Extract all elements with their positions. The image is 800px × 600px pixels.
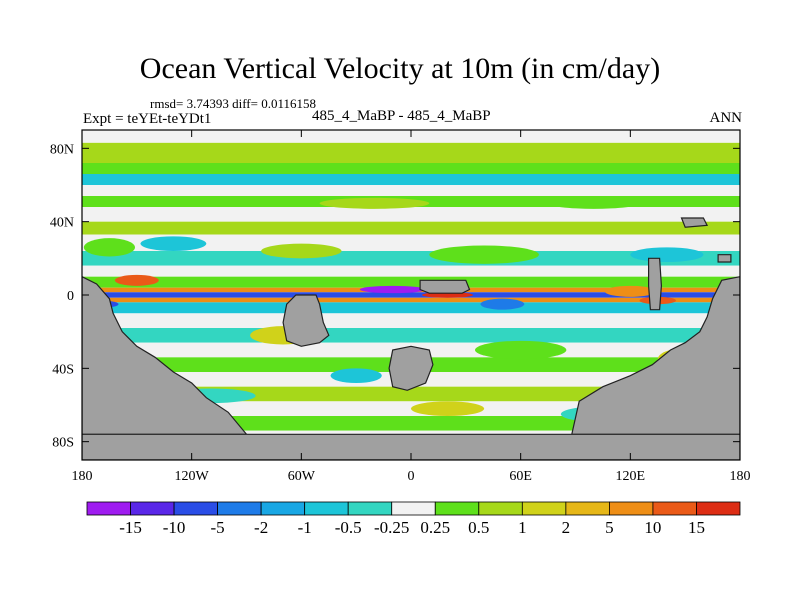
field-anomaly-17 bbox=[604, 285, 656, 297]
field-anomaly-4 bbox=[630, 247, 704, 262]
colorbar-swatch-5 bbox=[304, 501, 349, 516]
colorbar-swatch-3 bbox=[217, 501, 262, 516]
field-band-17 bbox=[82, 328, 740, 343]
land-continent-east bbox=[571, 276, 740, 435]
colorbar-label-8: 0.5 bbox=[468, 518, 489, 537]
x-tick-label-5: 120E bbox=[616, 469, 646, 484]
colorbar-label-3: -2 bbox=[254, 518, 268, 537]
field-band-14 bbox=[82, 297, 740, 303]
field-band-2 bbox=[82, 163, 740, 174]
land-island-east-tall bbox=[647, 257, 663, 311]
field-band-4 bbox=[82, 185, 740, 196]
colorbar-label-10: 2 bbox=[562, 518, 571, 537]
colorbar-swatch-12 bbox=[609, 501, 654, 516]
colorbar-label-2: -5 bbox=[211, 518, 225, 537]
field-anomaly-8 bbox=[474, 340, 567, 360]
experiment-label: Expt = teYEt-teYDt1 bbox=[83, 111, 212, 127]
land-continent-west bbox=[82, 276, 248, 435]
field-anomaly-5 bbox=[319, 197, 430, 209]
field-band-11 bbox=[82, 276, 740, 288]
colorbar-swatch-1 bbox=[130, 501, 175, 516]
colorbar-swatch-13 bbox=[652, 501, 697, 516]
colorbar-swatch-0 bbox=[86, 501, 131, 516]
colorbar-swatch-14 bbox=[696, 501, 741, 516]
field-anomaly-0 bbox=[83, 238, 136, 257]
colorbar-swatch-10 bbox=[521, 501, 567, 516]
field-anomaly-12 bbox=[330, 368, 382, 383]
y-tick-label-2: 0 bbox=[67, 289, 74, 304]
colorbar-label-1: -10 bbox=[163, 518, 186, 537]
colorbar-label-13: 15 bbox=[688, 518, 705, 537]
x-tick-label-2: 60W bbox=[288, 469, 316, 484]
x-tick-label-3: 0 bbox=[408, 469, 415, 484]
colorbar-swatch-8 bbox=[434, 501, 480, 516]
field-anomaly-14 bbox=[114, 274, 159, 286]
season-label: ANN bbox=[709, 110, 743, 126]
colorbar-swatch-2 bbox=[173, 501, 218, 516]
field-band-10 bbox=[82, 265, 740, 277]
colorbar-label-7: 0.25 bbox=[420, 518, 450, 537]
field-anomaly-11 bbox=[411, 401, 485, 416]
field-band-3 bbox=[82, 174, 740, 185]
land-island-east-small bbox=[717, 254, 732, 263]
chart-title: Ocean Vertical Velocity at 10m (in cm/da… bbox=[139, 52, 661, 85]
y-tick-label-0: 80N bbox=[50, 142, 74, 157]
field-band-16 bbox=[82, 313, 740, 328]
field-anomaly-15 bbox=[359, 285, 426, 294]
field-band-1 bbox=[82, 142, 740, 163]
colorbar-label-5: -0.5 bbox=[335, 518, 362, 537]
colorbar-label-6: -0.25 bbox=[374, 518, 409, 537]
colorbar-label-12: 10 bbox=[644, 518, 661, 537]
colorbar-label-11: 5 bbox=[605, 518, 614, 537]
colorbar-swatch-7 bbox=[391, 501, 436, 516]
colorbar-label-0: -15 bbox=[119, 518, 142, 537]
land-island-equatorial-atlantic bbox=[419, 279, 471, 294]
field-band-6 bbox=[82, 207, 740, 222]
colorbar-label-4: -1 bbox=[298, 518, 312, 537]
colorbar-swatch-11 bbox=[565, 501, 610, 516]
field-anomaly-3 bbox=[429, 245, 539, 264]
field-anomaly-6 bbox=[548, 197, 640, 209]
x-tick-label-6: 180 bbox=[730, 469, 751, 484]
stats-label: rmsd= 3.74393 diff= 0.0116158 bbox=[150, 96, 316, 111]
case-label: 485_4_MaBP - 485_4_MaBP bbox=[312, 108, 491, 124]
field-anomaly-2 bbox=[261, 243, 342, 259]
land-antarctic-shelf bbox=[82, 433, 740, 460]
land-island-south-pacific bbox=[282, 294, 330, 347]
colorbar-layer: -15 -10 -5 -2 -1 -0.5 -0.25 0.25 0.5 1 2 5 10 15 bbox=[86, 501, 741, 537]
colorbar-swatch-4 bbox=[260, 501, 306, 516]
field-anomaly-19 bbox=[480, 298, 525, 310]
land-island-northeast bbox=[680, 217, 709, 228]
land-layer bbox=[82, 217, 740, 460]
land-island-south-atlantic bbox=[388, 345, 434, 391]
axis-layer: 180 120W 60W 0 60E 120E 180 80N 40N 0 40S 80S bbox=[50, 130, 751, 484]
colorbar-label-9: 1 bbox=[518, 518, 527, 537]
field-band-15 bbox=[82, 302, 740, 314]
x-tick-label-0: 180 bbox=[72, 469, 93, 484]
field-band-8 bbox=[82, 234, 740, 251]
field-band-13 bbox=[82, 292, 740, 298]
colorbar-swatch-6 bbox=[347, 501, 393, 516]
y-tick-label-1: 40N bbox=[50, 216, 74, 231]
y-tick-label-3: 40S bbox=[52, 362, 74, 377]
field-band-9 bbox=[82, 251, 740, 266]
field-anomaly-1 bbox=[140, 236, 207, 252]
field-band-7 bbox=[82, 221, 740, 235]
y-tick-label-4: 80S bbox=[52, 436, 74, 451]
x-tick-label-1: 120W bbox=[175, 469, 210, 484]
colorbar-swatch-9 bbox=[478, 501, 523, 516]
x-tick-label-4: 60E bbox=[509, 469, 532, 484]
